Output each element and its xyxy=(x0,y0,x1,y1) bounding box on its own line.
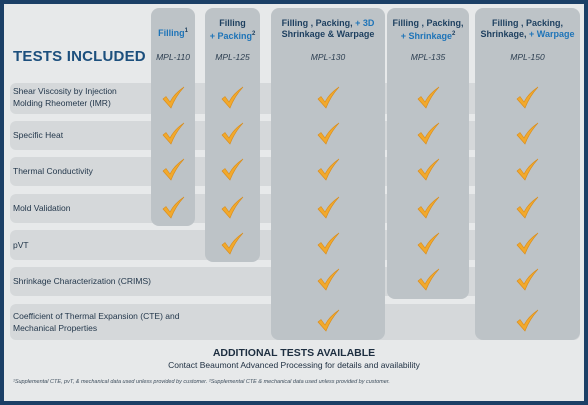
checkmark-icon xyxy=(514,232,540,256)
row-label-shear-viscosity: Shear Viscosity by Injection Molding Rhe… xyxy=(13,86,117,108)
checkmark-icon xyxy=(315,158,341,182)
checkmark-icon xyxy=(315,122,341,146)
column-code-mpl-150: MPL-150 xyxy=(510,52,545,62)
row-label-shrinkage-characterization: Shrinkage Characterization (CRIMS) xyxy=(13,276,151,286)
checkmark-icon xyxy=(219,122,245,146)
footnote: ¹Supplemental CTE, pvT, & mechanical dat… xyxy=(13,379,390,385)
column-code-mpl-135: MPL-135 xyxy=(410,52,446,62)
column-header-text-line2: Shrinkage & Warpage xyxy=(281,29,375,39)
footnote-marker: 2 xyxy=(451,31,456,37)
checkmark-icon xyxy=(315,196,341,220)
checkmark-icon xyxy=(219,232,245,256)
checkmark-icon xyxy=(160,86,186,110)
column-header-mpl-110: Filling1 xyxy=(151,26,195,39)
checkmark-icon xyxy=(160,158,186,182)
checkmark-icon xyxy=(219,196,245,220)
column-code-mpl-125: MPL-125 xyxy=(215,52,250,62)
column-header-mpl-135: Filling , Packing, + Shrinkage2 xyxy=(387,18,469,42)
tests-included-heading: TESTS INCLUDED xyxy=(13,48,146,65)
checkmark-icon xyxy=(514,122,540,146)
footnote-marker: 2 xyxy=(251,31,256,37)
checkmark-icon xyxy=(415,196,441,220)
additional-tests-subtitle: Contact Beaumont Advanced Processing for… xyxy=(168,360,420,370)
column-header-accent: + Packing xyxy=(209,31,252,41)
checkmark-icon xyxy=(415,86,441,110)
checkmark-icon xyxy=(315,309,341,333)
column-header-text-line2: Shrinkage, xyxy=(480,29,527,39)
row-label-thermal-conductivity: Thermal Conductivity xyxy=(13,166,93,176)
row-label-specific-heat: Specific Heat xyxy=(13,130,64,140)
checkmark-icon xyxy=(415,268,441,292)
column-header-text: Filling , Packing, xyxy=(491,18,563,28)
checkmark-icon xyxy=(160,122,186,146)
checkmark-icon xyxy=(219,158,245,182)
checkmark-icon xyxy=(315,232,341,256)
checkmark-icon xyxy=(514,158,540,182)
row-label-mold-validation: Mold Validation xyxy=(13,203,71,213)
checkmark-icon xyxy=(514,309,540,333)
column-header-accent: + Shrinkage xyxy=(400,31,452,41)
column-header-mpl-130: Filling , Packing, + 3D Shrinkage & Warp… xyxy=(271,18,385,40)
column-header-mpl-125: Filling + Packing2 xyxy=(205,18,260,42)
column-code-mpl-110: MPL-110 xyxy=(156,52,190,62)
column-highlight-mpl-135 xyxy=(387,8,469,299)
checkmark-icon xyxy=(415,158,441,182)
checkmark-icon xyxy=(514,86,540,110)
row-label-pvt: pVT xyxy=(13,240,29,250)
additional-tests-heading: ADDITIONAL TESTS AVAILABLE xyxy=(212,347,376,359)
column-highlight-mpl-110 xyxy=(151,8,195,226)
checkmark-icon xyxy=(514,196,540,220)
checkmark-icon xyxy=(315,268,341,292)
checkmark-icon xyxy=(415,122,441,146)
column-header-mpl-150: Filling , Packing, Shrinkage, + Warpage xyxy=(475,18,580,40)
row-label-cte-mechanical: Coefficient of Thermal Expansion (CTE) a… xyxy=(13,311,180,333)
tests-table-card: TESTS INCLUDED Filling1 Filling + Packin… xyxy=(4,4,584,401)
column-header-text: Filling , Packing, xyxy=(392,18,464,28)
column-code-mpl-130: MPL-130 xyxy=(310,52,346,62)
column-header-text: Filling xyxy=(158,28,185,38)
checkmark-icon xyxy=(315,86,341,110)
column-header-text: Filling , Packing, xyxy=(281,18,353,28)
checkmark-icon xyxy=(219,86,245,110)
footnote-marker: 1 xyxy=(184,28,188,34)
column-header-text: Filling xyxy=(219,18,246,28)
checkmark-icon xyxy=(514,268,540,292)
checkmark-icon xyxy=(160,196,186,220)
column-header-accent: + 3D xyxy=(355,18,375,28)
column-header-accent: + Warpage xyxy=(529,29,575,39)
checkmark-icon xyxy=(415,232,441,256)
